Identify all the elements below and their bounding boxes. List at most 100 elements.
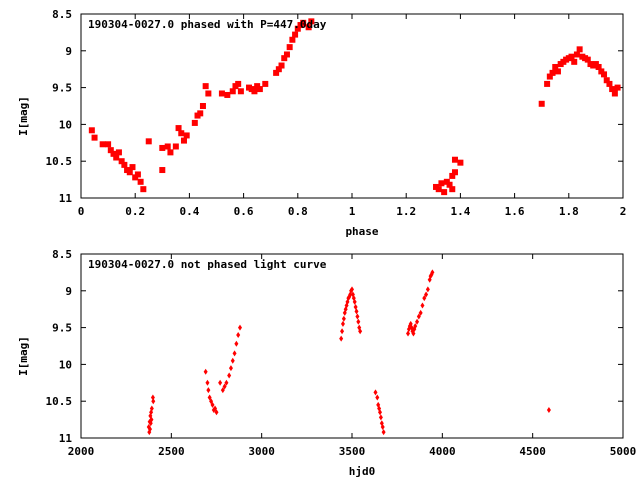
- y-tick-label: 10.5: [46, 155, 73, 168]
- data-point: [438, 180, 445, 187]
- data-point: [352, 298, 357, 305]
- data-point: [251, 88, 258, 95]
- data-point: [145, 138, 152, 145]
- data-point: [224, 379, 229, 386]
- data-point: [378, 414, 383, 421]
- x-tick-label: 1.2: [396, 205, 416, 218]
- data-point: [356, 318, 361, 325]
- data-point: [375, 394, 380, 401]
- data-point: [576, 46, 583, 53]
- data-point: [126, 169, 133, 176]
- x-tick-label: 2: [620, 205, 627, 218]
- data-point: [99, 141, 106, 148]
- plot-frame: [80, 253, 624, 439]
- data-point: [183, 132, 190, 139]
- data-point: [413, 323, 418, 330]
- y-tick-label: 11: [59, 192, 73, 205]
- x-tick-label: 1.4: [450, 205, 470, 218]
- data-point: [353, 303, 358, 310]
- data-point: [91, 134, 98, 141]
- x-tick-label: 3500: [339, 445, 366, 458]
- data-point: [164, 143, 171, 150]
- data-point: [339, 335, 344, 342]
- data-point: [214, 409, 219, 416]
- data-point: [350, 286, 354, 293]
- data-point: [380, 423, 385, 430]
- data-point: [378, 409, 383, 416]
- y-axis-label: I[mag]: [17, 336, 30, 376]
- y-tick-label: 8.5: [52, 8, 72, 21]
- y-tick-label: 9.5: [52, 82, 72, 95]
- data-point: [222, 383, 227, 390]
- data-point: [218, 90, 225, 97]
- data-point: [150, 394, 155, 401]
- data-point: [202, 83, 209, 90]
- data-point: [546, 407, 551, 414]
- data-point: [546, 73, 553, 80]
- data-point: [538, 100, 545, 107]
- data-point: [237, 88, 244, 95]
- data-point: [549, 69, 556, 76]
- data-point: [273, 69, 280, 76]
- data-point: [373, 389, 378, 396]
- data-point: [228, 365, 233, 372]
- data-point: [151, 398, 156, 405]
- data-point: [275, 66, 282, 73]
- data-point: [229, 88, 236, 95]
- data-point: [159, 167, 166, 174]
- phased-light-curve-panel: 0 0.2 0.4 0.6 0.8 1 1.2 1.4 1.6 1.8 2 8.5 9 9.5 10 10.5…: [17, 8, 626, 238]
- x-tick-label: 4500: [519, 445, 546, 458]
- data-point: [110, 150, 117, 157]
- x-tick-label: 0: [78, 205, 85, 218]
- x-tick-label: 0.2: [125, 205, 145, 218]
- x-tick-label: 1.6: [505, 205, 525, 218]
- data-point: [199, 103, 206, 109]
- y-tick-label: 9: [65, 285, 72, 298]
- data-point: [256, 86, 263, 93]
- data-point: [235, 80, 242, 87]
- data-point: [415, 318, 420, 325]
- data-point: [175, 125, 182, 132]
- unphased-light-curve-panel: 2000 2500 3000 3500 4000 4500 5000 8.5 9 9.5 10 10.…: [17, 248, 636, 478]
- data-point: [595, 63, 602, 70]
- data-point: [340, 320, 345, 327]
- data-point: [451, 156, 458, 163]
- data-point: [134, 171, 141, 178]
- x-tick-label: 2000: [68, 445, 95, 458]
- data-point: [205, 90, 212, 97]
- data-point: [88, 127, 95, 134]
- x-tick-label: 1: [349, 205, 356, 218]
- data-point: [411, 330, 416, 337]
- data-point: [278, 62, 285, 69]
- y-tick-label: 10.5: [46, 395, 73, 408]
- data-point: [220, 387, 225, 394]
- data-point: [289, 36, 296, 43]
- data-point: [203, 368, 208, 375]
- x-tick-label: 4000: [429, 445, 456, 458]
- data-point: [218, 379, 223, 386]
- data-point: [418, 309, 423, 316]
- data-point: [262, 80, 269, 87]
- data-point: [457, 159, 464, 166]
- data-point: [167, 149, 174, 156]
- data-point: [172, 143, 179, 150]
- x-axis-label: phase: [345, 225, 378, 238]
- data-point: [441, 189, 448, 196]
- data-point: [159, 144, 166, 151]
- data-point: [573, 51, 580, 58]
- y-tick-label: 10: [59, 358, 72, 371]
- y-tick-label: 9: [65, 45, 72, 58]
- data-point: [300, 19, 307, 26]
- data-point: [149, 405, 154, 412]
- data-point: [584, 56, 591, 63]
- y-axis-label: I[mag]: [17, 96, 30, 136]
- data-point: [552, 63, 559, 70]
- data-point: [340, 328, 345, 335]
- data-point: [281, 55, 288, 62]
- data-point: [354, 308, 359, 315]
- data-point: [435, 186, 442, 193]
- data-point: [137, 178, 144, 185]
- data-point: [603, 77, 610, 84]
- data-point: [148, 426, 153, 433]
- data-point: [118, 158, 125, 165]
